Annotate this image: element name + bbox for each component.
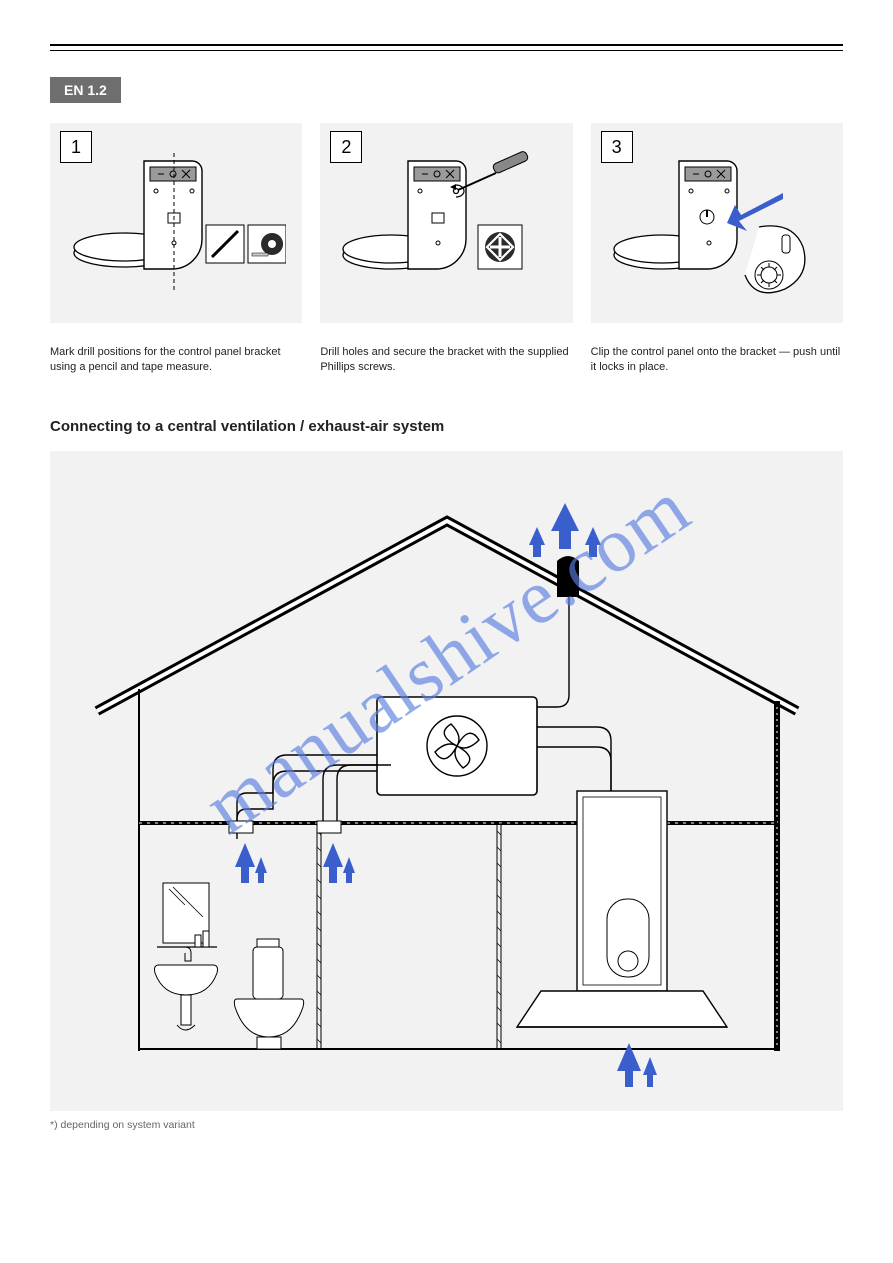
step-panel-3: 3 [591, 123, 843, 323]
section-title: Connecting to a central ventilation / ex… [50, 418, 843, 435]
step-desc-1: Mark drill positions for the control pan… [50, 345, 302, 376]
step-desc-3: Clip the control panel onto the bracket … [591, 345, 843, 376]
step-desc-2: Drill holes and secure the bracket with … [320, 345, 572, 376]
top-rule-heavy [50, 44, 843, 46]
step-descriptions: Mark drill positions for the control pan… [50, 345, 843, 376]
step-number-3: 3 [601, 131, 633, 163]
step-number-1: 1 [60, 131, 92, 163]
diagram-caption: *) depending on system variant [50, 1119, 843, 1131]
house-diagram-panel [50, 451, 843, 1111]
step-panel-2: 2 [320, 123, 572, 323]
page-badge: EN 1.2 [50, 77, 121, 103]
house-diagram [77, 491, 817, 1091]
step3-illustration [607, 143, 827, 303]
step-panel-1: 1 [50, 123, 302, 323]
step1-illustration [66, 143, 286, 303]
step-number-2: 2 [330, 131, 362, 163]
top-rule-thin [50, 50, 843, 51]
step2-illustration [336, 143, 556, 303]
steps-row: 1 [50, 123, 843, 323]
